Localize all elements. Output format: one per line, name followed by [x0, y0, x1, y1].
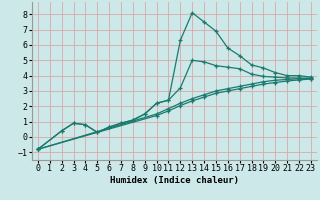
X-axis label: Humidex (Indice chaleur): Humidex (Indice chaleur) — [110, 176, 239, 185]
